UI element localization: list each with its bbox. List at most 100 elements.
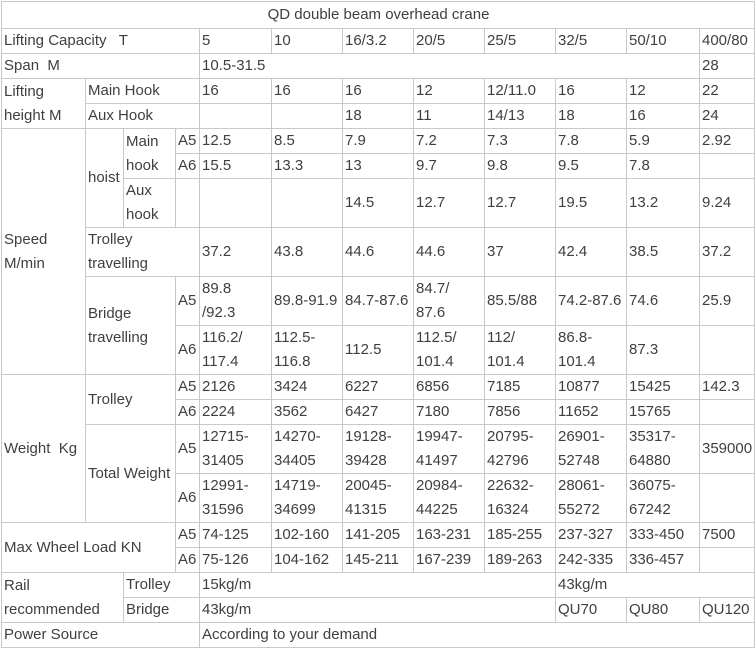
table-cell: 44.6 bbox=[413, 227, 485, 277]
table-row: QD double beam overhead crane bbox=[0, 1, 755, 29]
table-cell: A5 bbox=[175, 522, 200, 548]
table-cell: 84.7/ 87.6 bbox=[413, 276, 485, 326]
table-cell: Aux hook bbox=[123, 178, 176, 228]
table-cell: Trolley travelling bbox=[85, 227, 200, 277]
table-cell: Speed M/min bbox=[1, 128, 86, 375]
table-cell: 15425 bbox=[626, 374, 700, 400]
table-row: A6 15.5 13.3 13 9.7 9.8 9.5 7.8 bbox=[2, 153, 755, 179]
table-cell: 7856 bbox=[484, 399, 556, 425]
column-header-cell: 400/80 bbox=[698, 28, 755, 54]
table-cell: 43.8 bbox=[271, 227, 343, 277]
table-cell: 333-450 bbox=[626, 522, 700, 548]
table-cell: 44.6 bbox=[342, 227, 414, 277]
table-cell: 5.9 bbox=[626, 128, 700, 154]
table-cell: 242-335 bbox=[555, 547, 627, 573]
table-cell: Main hook bbox=[123, 128, 176, 179]
table-cell: 16 bbox=[199, 78, 272, 104]
table-cell: 15kg/m bbox=[199, 572, 556, 598]
table-cell: 28061- 55272 bbox=[555, 473, 627, 523]
table-cell: Lifting height M bbox=[1, 78, 86, 129]
table-cell: Aux Hook bbox=[85, 103, 200, 129]
table-cell: 6427 bbox=[342, 399, 414, 425]
table-cell: 14/13 bbox=[484, 103, 556, 129]
table-cell: 12 bbox=[626, 78, 700, 104]
table-cell: 237-327 bbox=[555, 522, 627, 548]
table-cell: A5 bbox=[175, 424, 200, 474]
table-row: A6 116.2/ 117.4 112.5- 116.8 112.5 112.5/ 10… bbox=[2, 325, 755, 375]
table-cell: 74.6 bbox=[626, 276, 700, 326]
table-cell: 12991- 31596 bbox=[199, 473, 272, 523]
table-row: Aux hook 14.5 12.7 12.7 19.5 13.2 9.24 bbox=[2, 178, 755, 228]
table-cell: 167-239 bbox=[413, 547, 485, 573]
table-cell: 74-125 bbox=[199, 522, 272, 548]
table-cell: 13.2 bbox=[626, 178, 700, 228]
table-cell: 43kg/m bbox=[554, 572, 755, 598]
table-cell: 12.5 bbox=[199, 128, 272, 154]
table-cell: 16 bbox=[555, 78, 627, 104]
table-cell: 22 bbox=[698, 78, 755, 104]
table-cell: 12.7 bbox=[484, 178, 556, 228]
table-cell: A6 bbox=[175, 399, 200, 425]
table-cell: 26901- 52748 bbox=[555, 424, 627, 474]
table-cell: Trolley bbox=[85, 374, 176, 425]
table-row: Bridge travelling A5 89.8 /92.3 89.8-91.9 84… bbox=[2, 276, 755, 375]
column-header-cell: 50/10 bbox=[626, 28, 700, 54]
table-cell: 189-263 bbox=[484, 547, 556, 573]
table-cell: 14719- 34699 bbox=[271, 473, 343, 523]
table-cell: A5 bbox=[175, 276, 200, 326]
table-cell: 104-162 bbox=[271, 547, 343, 573]
table-cell: Power Source bbox=[1, 622, 200, 648]
table-cell: 7.2 bbox=[413, 128, 485, 154]
table-row: Aux Hook 18 11 14/13 18 16 24 bbox=[2, 103, 755, 129]
table-cell: 12 bbox=[413, 78, 485, 104]
column-header-cell: 5 bbox=[199, 28, 272, 54]
table-cell: 12/11.0 bbox=[484, 78, 556, 104]
table-cell: 38.5 bbox=[626, 227, 700, 277]
table-cell: 2224 bbox=[199, 399, 272, 425]
table-cell: Total Weight bbox=[85, 424, 176, 523]
table-row: A6 12991- 31596 14719- 34699 20045- 41315 20… bbox=[2, 473, 755, 523]
column-header-cell: 16/3.2 bbox=[342, 28, 414, 54]
empty-cell bbox=[698, 473, 755, 523]
table-cell: 37.2 bbox=[698, 227, 755, 277]
table-cell: 9.24 bbox=[698, 178, 755, 228]
table-cell: A6 bbox=[175, 547, 200, 573]
table-cell: 7.3 bbox=[484, 128, 556, 154]
table-cell: 18 bbox=[555, 103, 627, 129]
table-cell: 37.2 bbox=[199, 227, 272, 277]
table-cell: 74.2-87.6 bbox=[555, 276, 627, 326]
table-row: Power Source According to your demand bbox=[1, 622, 755, 648]
column-header-cell: 25/5 bbox=[484, 28, 556, 54]
table-cell: 22632- 16324 bbox=[484, 473, 556, 523]
table-title: QD double beam overhead crane bbox=[0, 1, 755, 29]
table-cell: 102-160 bbox=[271, 522, 343, 548]
table-cell: 89.8 /92.3 bbox=[199, 276, 272, 326]
table-cell: 12715- 31405 bbox=[199, 424, 272, 474]
table-cell: 112.5 bbox=[342, 325, 414, 375]
table-cell: 20045- 41315 bbox=[342, 473, 414, 523]
table-cell: 75-126 bbox=[199, 547, 272, 573]
table-cell: 3424 bbox=[271, 374, 343, 400]
empty-cell bbox=[199, 103, 272, 129]
table-cell: A6 bbox=[175, 153, 200, 179]
table-cell: Span M bbox=[1, 53, 200, 79]
column-header-cell: 20/5 bbox=[413, 28, 485, 54]
column-header-cell: 32/5 bbox=[555, 28, 627, 54]
table-cell: Weight Kg bbox=[1, 374, 86, 523]
table-cell: 16 bbox=[271, 78, 343, 104]
table-cell: 19.5 bbox=[555, 178, 627, 228]
table-cell: Bridge bbox=[123, 597, 200, 623]
column-header-cell: Lifting Capacity T bbox=[1, 28, 200, 54]
empty-cell bbox=[698, 399, 755, 425]
table-cell: 7185 bbox=[484, 374, 556, 400]
table-cell: 20984- 44225 bbox=[413, 473, 485, 523]
table-cell: 2126 bbox=[199, 374, 272, 400]
table-cell: 3562 bbox=[271, 399, 343, 425]
empty-cell bbox=[175, 178, 200, 228]
table-cell: 7.8 bbox=[555, 128, 627, 154]
table-cell: 11652 bbox=[555, 399, 627, 425]
table-cell: 9.7 bbox=[413, 153, 485, 179]
table-cell: According to your demand bbox=[198, 622, 755, 648]
table-cell: 24 bbox=[698, 103, 755, 129]
